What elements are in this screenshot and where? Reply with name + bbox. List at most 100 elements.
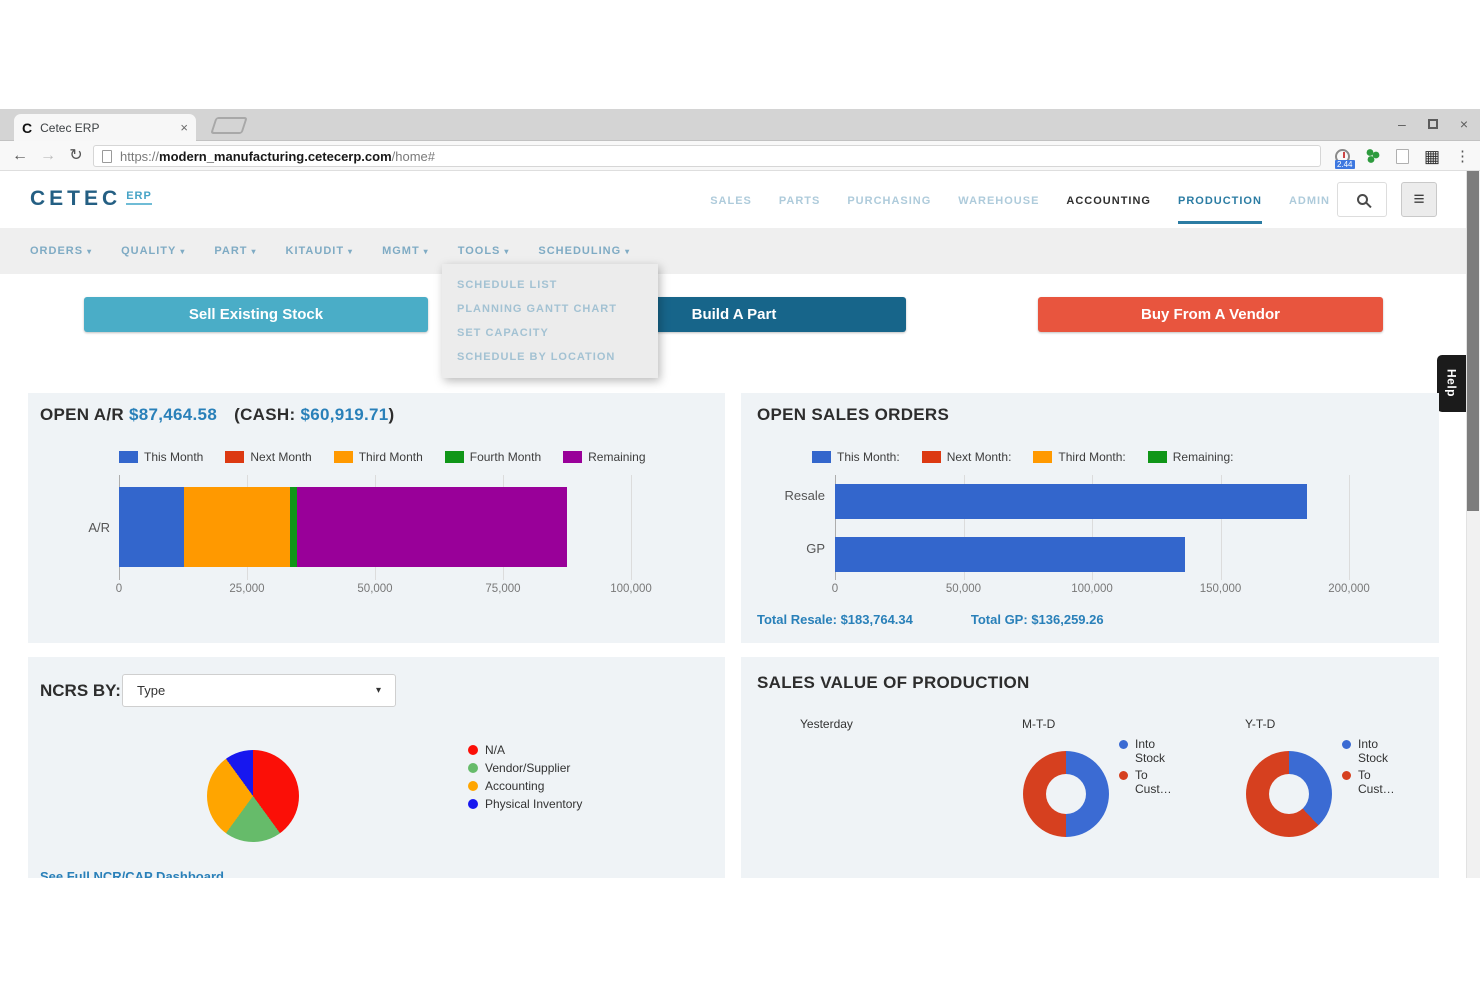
legend-dot <box>1342 740 1351 749</box>
subnav-part[interactable]: PART ▾ <box>214 245 257 257</box>
favicon-icon: C <box>22 119 33 136</box>
chevron-down-icon: ▾ <box>348 247 354 256</box>
nav-sales[interactable]: SALES <box>710 195 752 207</box>
legend-swatch <box>444 451 464 463</box>
ar-bar-segment <box>296 487 567 567</box>
chevron-down-icon: ▾ <box>625 247 631 256</box>
legend-swatch <box>333 451 353 463</box>
new-tab-button[interactable] <box>210 117 248 134</box>
window-minimize-icon[interactable]: – <box>1398 116 1406 132</box>
sell-existing-stock-button[interactable]: Sell Existing Stock <box>84 297 428 332</box>
legend-dot <box>468 745 478 755</box>
sub-nav: ORDERS ▾ QUALITY ▾ PART ▾ KITAUDIT ▾ MGMT ▾ T… <box>0 228 1480 274</box>
resale-category-label: Resale <box>784 488 825 503</box>
url-host: modern_manufacturing.cetecerp.com <box>159 148 392 164</box>
subnav-scheduling[interactable]: SCHEDULING ▾ <box>538 245 631 257</box>
open-sales-orders-panel: OPEN SALES ORDERS This Month: Next Month… <box>741 393 1439 643</box>
subnav-kitaudit[interactable]: KITAUDIT ▾ <box>285 245 354 257</box>
dropdown-schedule-by-location[interactable]: SCHEDULE BY LOCATION <box>457 351 616 363</box>
total-resale-link[interactable]: Total Resale: $183,764.34 <box>757 612 913 627</box>
gp-category-label: GP <box>806 541 825 556</box>
reload-icon[interactable]: ↻ <box>69 147 83 164</box>
legend-dot <box>1119 771 1128 780</box>
legend-swatch <box>563 451 583 463</box>
ncrs-type-select[interactable]: Type ▾ <box>122 674 396 707</box>
chevron-down-icon: ▾ <box>504 247 510 256</box>
open-sales-orders-title: OPEN SALES ORDERS <box>757 405 950 424</box>
subnav-quality[interactable]: QUALITY ▾ <box>121 245 186 257</box>
mtd-donut-chart <box>1023 751 1109 837</box>
resale-bar <box>835 484 1308 519</box>
scheduling-dropdown: SCHEDULE LIST PLANNING GANTT CHART SET C… <box>442 264 658 378</box>
legend-swatch <box>1147 451 1167 463</box>
sales-value-production-panel: SALES VALUE OF PRODUCTION Yesterday M-T-… <box>741 657 1439 878</box>
dropdown-schedule-list[interactable]: SCHEDULE LIST <box>457 279 558 291</box>
ncrs-by-label: NCRS BY: <box>40 681 121 700</box>
page-scrollbar <box>1466 171 1480 878</box>
sales-orders-legend: This Month: Next Month: Third Month: Rem… <box>812 450 1233 464</box>
page-security-icon <box>102 149 112 163</box>
ytd-donut-chart <box>1246 751 1332 837</box>
tab-close-icon[interactable]: × <box>180 120 188 135</box>
nav-purchasing[interactable]: PURCHASING <box>847 195 932 207</box>
ar-bar-segment <box>119 487 185 567</box>
speedtest-extension-icon[interactable]: 2.44 <box>1334 148 1355 169</box>
legend-swatch <box>1033 451 1053 463</box>
browser-tab[interactable]: C Cetec ERP × <box>14 114 196 141</box>
browser-menu-icon[interactable]: ⋮ <box>1455 148 1470 165</box>
forward-icon[interactable]: → <box>40 147 56 164</box>
film-extension-icon[interactable]: ▦ <box>1423 146 1440 166</box>
sales-orders-bar-chart <box>835 475 1350 580</box>
total-gp-link[interactable]: Total GP: $136,259.26 <box>970 612 1104 627</box>
nav-production[interactable]: PRODUCTION <box>1177 175 1262 224</box>
nav-admin[interactable]: ADMIN <box>1288 195 1330 207</box>
sales-orders-totals: Total Resale: $183,764.34 Total GP: $136… <box>757 612 1104 627</box>
url-bar[interactable]: https://modern_manufacturing.cetecerp.co… <box>93 145 1321 167</box>
buy-from-a-vendor-button[interactable]: Buy From A Vendor <box>1038 297 1383 332</box>
subnav-tools[interactable]: TOOLS ▾ <box>457 245 510 257</box>
back-icon[interactable]: ← <box>12 147 28 164</box>
cash-amount: $60,919.71 <box>300 405 389 424</box>
logo-text: CETEC <box>30 187 122 210</box>
scrollbar-thumb[interactable] <box>1467 171 1479 511</box>
nav-warehouse[interactable]: WAREHOUSE <box>958 195 1040 207</box>
ncr-cap-dashboard-link[interactable]: See Full NCR/CAP Dashboard <box>40 869 224 878</box>
dropdown-planning-gantt-chart[interactable]: PLANNING GANTT CHART <box>457 303 617 315</box>
legend-dot <box>468 763 478 773</box>
window-restore-icon[interactable] <box>1427 119 1438 129</box>
ncrs-pie-legend: N/A Vendor/Supplier Accounting Physical … <box>468 743 582 815</box>
help-tab[interactable]: Help <box>1437 355 1466 412</box>
clover-extension-icon[interactable] <box>1365 148 1381 164</box>
cetec-logo[interactable]: CETEC ERP <box>30 187 152 211</box>
extension-badge: 2.44 <box>1334 159 1355 169</box>
legend-swatch <box>812 451 831 463</box>
ncrs-pie-chart <box>207 750 299 842</box>
ar-bar-segment <box>289 487 297 567</box>
legend-dot <box>468 799 478 809</box>
browser-tab-bar: C Cetec ERP × – × <box>0 109 1480 141</box>
chevron-down-icon: ▾ <box>375 685 381 696</box>
page-extension-icon[interactable] <box>1395 148 1409 164</box>
mtd-label: M-T-D <box>1022 717 1056 731</box>
ncrs-panel: NCRS BY: Type ▾ N/A Vendor/Supplier Acco… <box>28 657 725 878</box>
ar-bar-chart <box>119 475 632 580</box>
browser-toolbar: ← → ↻ https://modern_manufacturing.cetec… <box>0 141 1480 171</box>
gp-bar <box>835 537 1186 572</box>
yesterday-label: Yesterday <box>800 717 853 731</box>
sales-orders-x-axis: 0 50,000 100,000 150,000 200,000 <box>831 583 1370 595</box>
chevron-down-icon: ▾ <box>423 247 429 256</box>
ar-bar-segment <box>184 487 290 567</box>
hamburger-menu-button[interactable]: ≡ <box>1401 182 1437 217</box>
window-close-icon[interactable]: × <box>1459 116 1468 132</box>
nav-parts[interactable]: PARTS <box>778 195 821 207</box>
search-icon <box>1356 194 1368 205</box>
url-path: /home# <box>391 148 436 164</box>
subnav-mgmt[interactable]: MGMT ▾ <box>382 245 429 257</box>
logo-erp-text: ERP <box>126 190 152 205</box>
app-header: CETEC ERP SALES PARTS PURCHASING WAREHOUS… <box>0 171 1480 228</box>
nav-accounting[interactable]: ACCOUNTING <box>1066 195 1151 207</box>
dropdown-set-capacity[interactable]: SET CAPACITY <box>457 327 549 339</box>
search-button[interactable] <box>1337 182 1387 217</box>
subnav-orders[interactable]: ORDERS ▾ <box>30 245 93 257</box>
open-ar-title: OPEN A/R $87,464.58 (CASH: $60,919.71) <box>40 405 395 424</box>
